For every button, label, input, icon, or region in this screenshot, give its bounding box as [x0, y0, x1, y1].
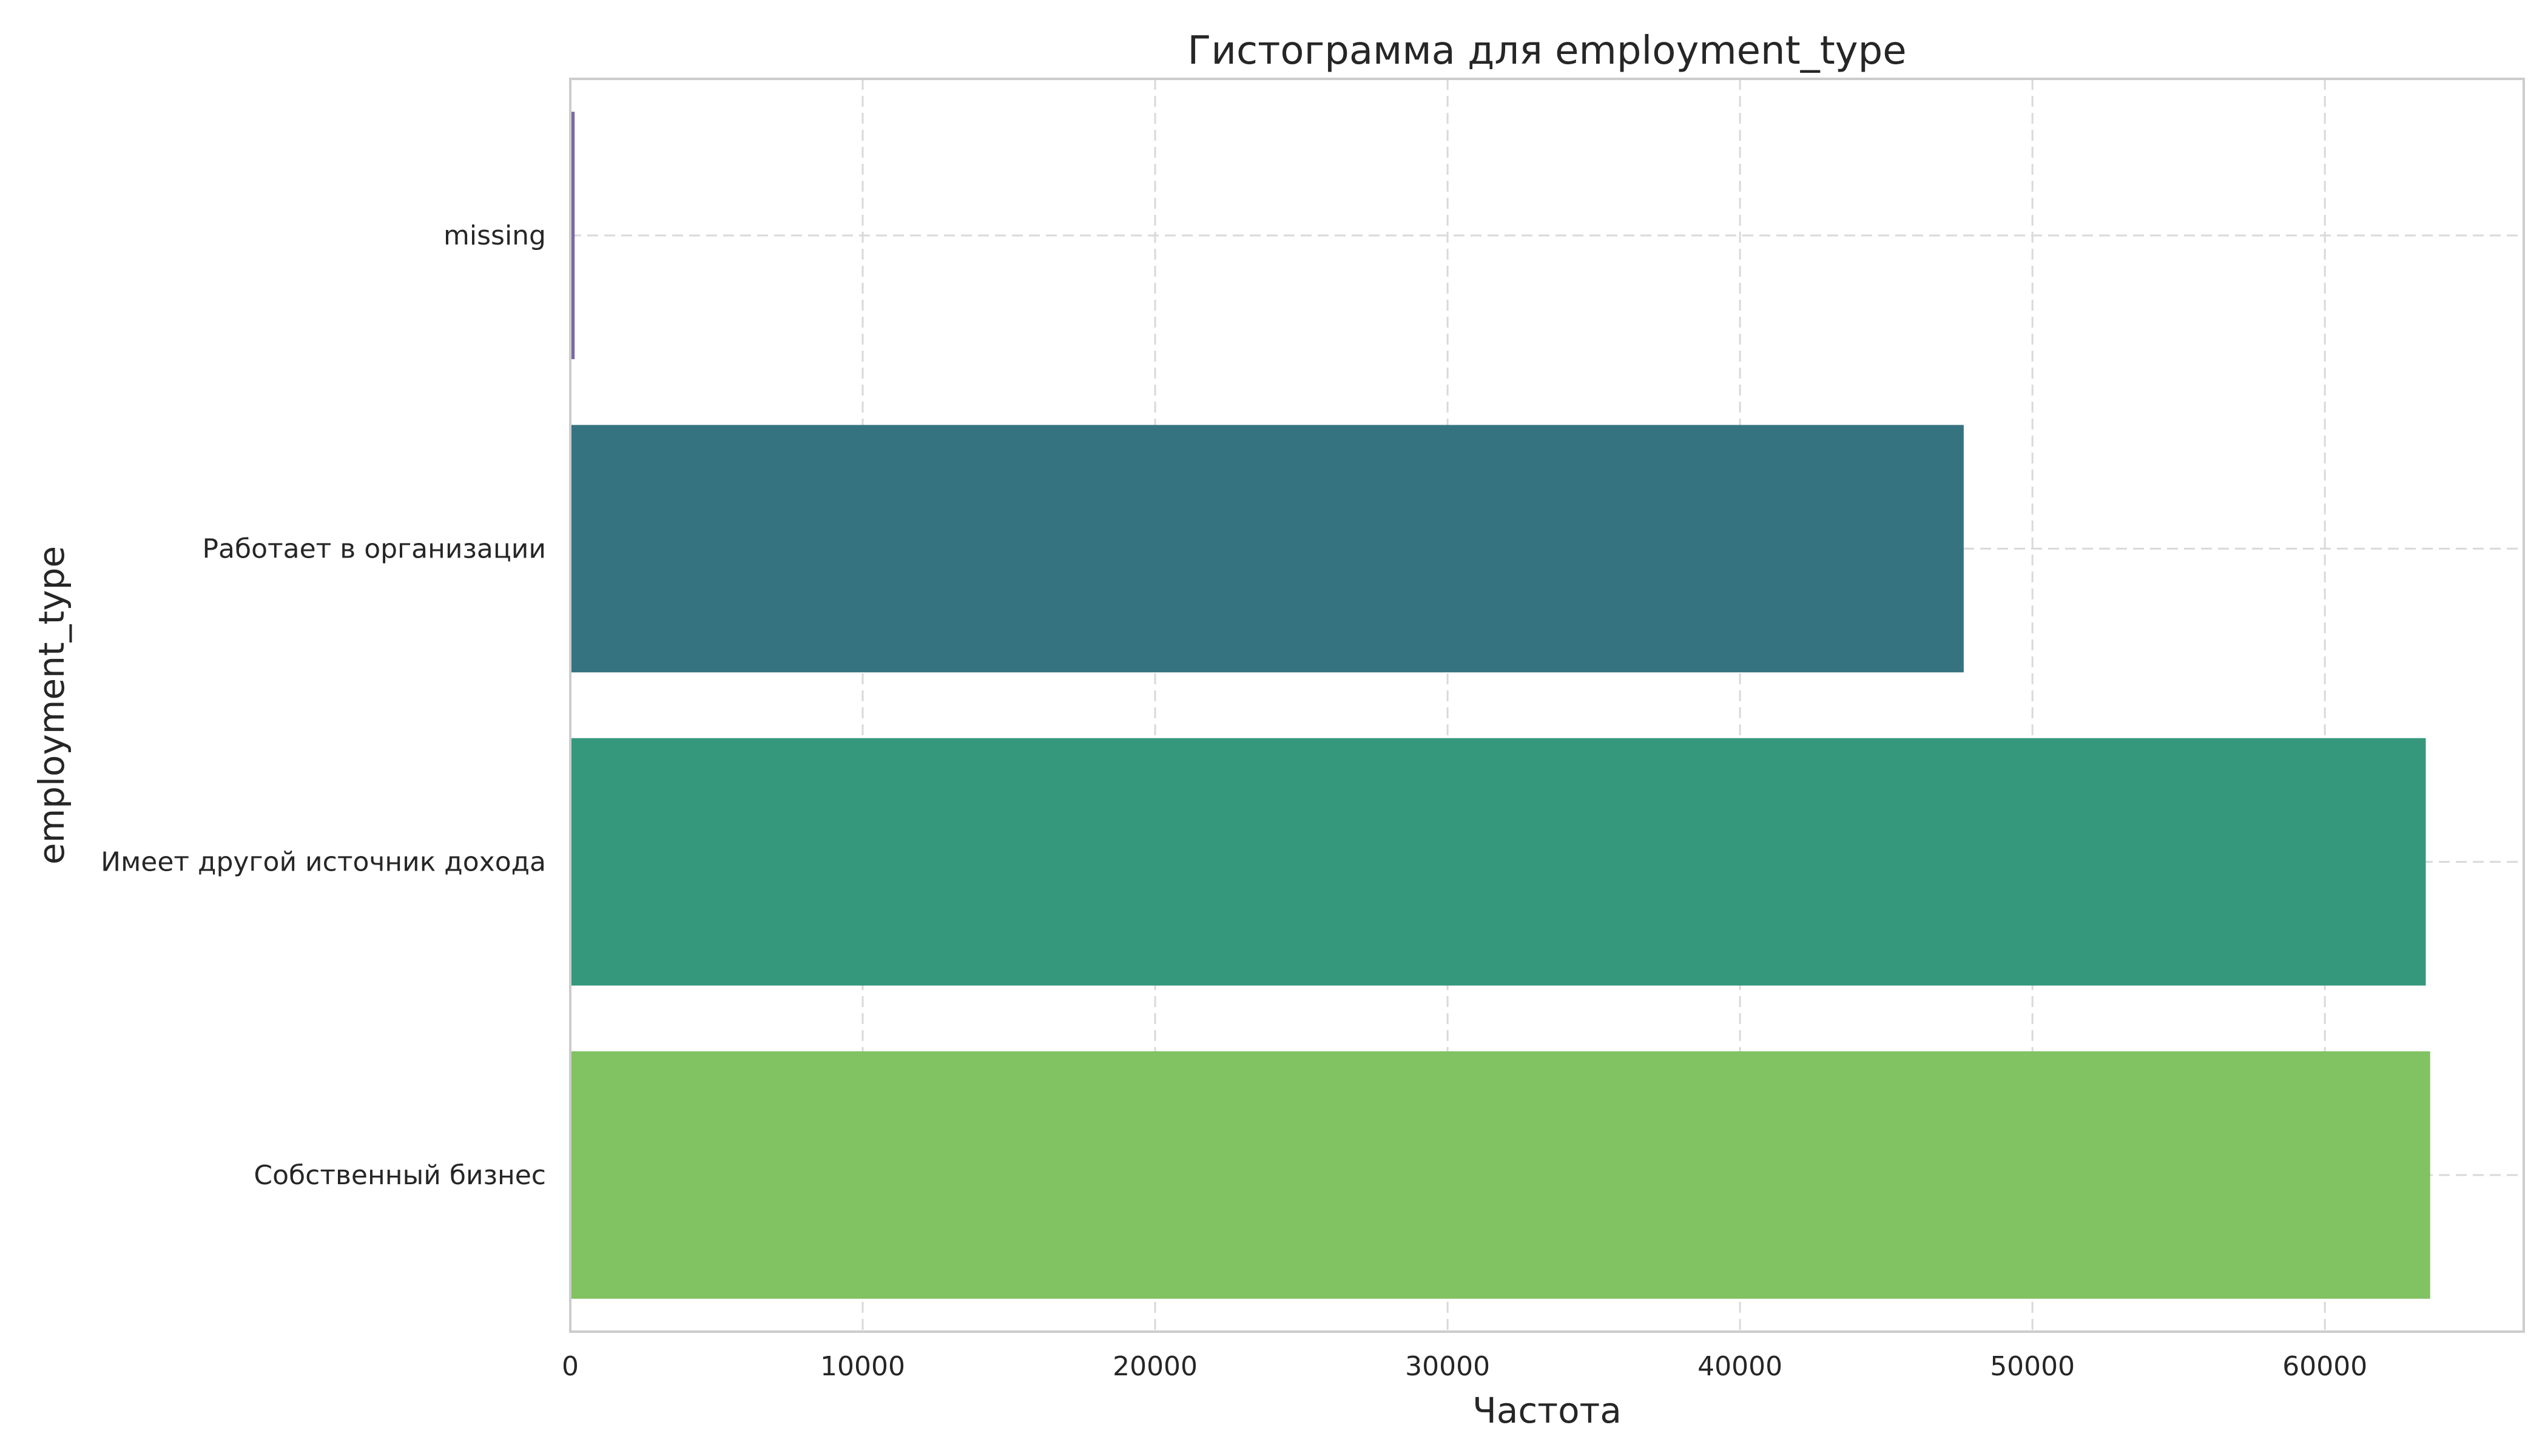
bar-layer: [570, 112, 2430, 1299]
bar: [570, 738, 2426, 986]
y-tick-label: Имеет другой источник дохода: [101, 847, 546, 878]
y-tick-label: Работает в организации: [202, 533, 546, 564]
plot-frame: [569, 78, 2525, 1333]
y-tick-label: missing: [443, 220, 546, 251]
bar: [570, 112, 575, 360]
chart-title: Гистограмма для employment_type: [1187, 29, 1906, 73]
bar: [570, 425, 1964, 673]
x-tick-label: 10000: [820, 1351, 905, 1382]
bar: [570, 1051, 2430, 1299]
y-axis-label: employment_type: [31, 546, 72, 864]
x-tick-label: 30000: [1405, 1351, 1490, 1382]
x-tick-label: 40000: [1697, 1351, 1782, 1382]
x-tick-label: 0: [562, 1351, 579, 1382]
tick-layer: 0 10000 20000 30000 40000 50000 60000 missing Ра…: [101, 220, 2367, 1382]
x-tick-label: 20000: [1113, 1351, 1198, 1382]
x-tick-label: 50000: [1990, 1351, 2075, 1382]
y-tick-label: Собственный бизнес: [254, 1160, 546, 1191]
x-tick-label: 60000: [2282, 1351, 2367, 1382]
x-axis-label: Частота: [1472, 1390, 1622, 1431]
